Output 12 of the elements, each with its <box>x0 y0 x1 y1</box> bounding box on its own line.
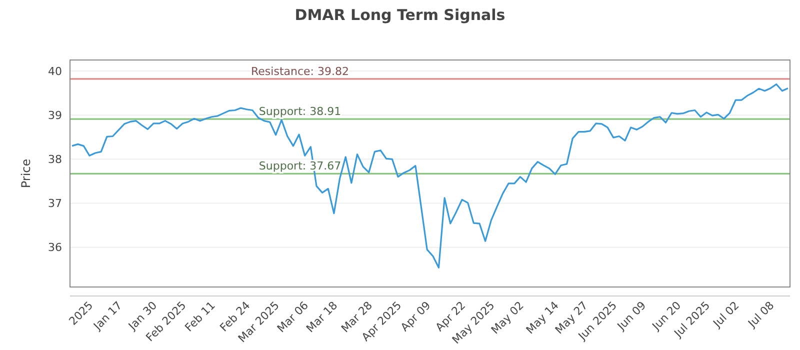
y-tick-label: 40 <box>48 64 62 78</box>
ref-line-label: Resistance: 39.82 <box>251 64 349 78</box>
y-axis-title: Price <box>19 158 33 188</box>
y-tick-label: 37 <box>48 197 62 210</box>
ref-line-label: Support: 38.91 <box>258 105 342 118</box>
chart-title: DMAR Long Term Signals <box>294 6 506 24</box>
y-tick-label: 39 <box>48 108 62 122</box>
y-tick-label: 38 <box>48 153 62 166</box>
x-tick-label: Jul 08 <box>745 298 777 331</box>
x-tick-label: Jul 02 <box>710 298 742 331</box>
line-series <box>71 83 789 268</box>
y-tick-label: 36 <box>48 241 62 254</box>
